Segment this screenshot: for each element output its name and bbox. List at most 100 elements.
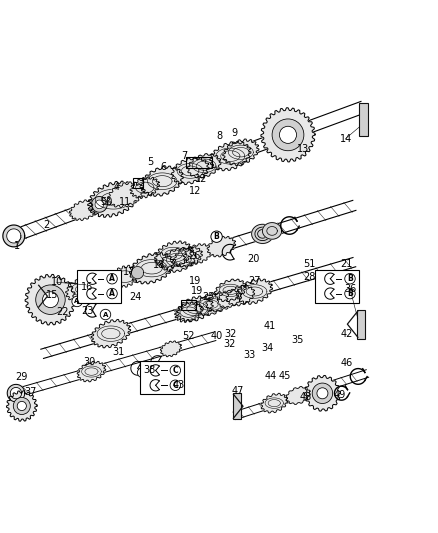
Polygon shape xyxy=(160,341,181,357)
Text: 31: 31 xyxy=(112,346,124,357)
Polygon shape xyxy=(77,361,106,382)
Circle shape xyxy=(36,285,65,314)
Text: 44: 44 xyxy=(265,370,277,381)
Polygon shape xyxy=(171,157,209,184)
Polygon shape xyxy=(95,200,104,209)
Polygon shape xyxy=(262,223,282,239)
Text: 34: 34 xyxy=(262,343,274,353)
Polygon shape xyxy=(91,319,131,348)
Circle shape xyxy=(107,273,117,284)
Text: 29: 29 xyxy=(15,373,28,382)
Polygon shape xyxy=(92,197,107,212)
Polygon shape xyxy=(195,293,227,316)
Circle shape xyxy=(279,126,297,143)
Text: 16: 16 xyxy=(81,281,93,292)
Bar xyxy=(359,103,368,135)
Circle shape xyxy=(211,231,222,243)
Polygon shape xyxy=(261,108,315,162)
Text: 28: 28 xyxy=(303,272,315,282)
Text: 38: 38 xyxy=(143,365,155,375)
Polygon shape xyxy=(131,266,144,279)
Circle shape xyxy=(312,383,332,403)
Text: 21: 21 xyxy=(341,259,353,269)
Circle shape xyxy=(170,380,180,391)
Polygon shape xyxy=(141,166,184,196)
Text: 15: 15 xyxy=(46,290,58,300)
Polygon shape xyxy=(25,274,76,325)
Polygon shape xyxy=(184,244,212,264)
Polygon shape xyxy=(88,181,139,217)
Polygon shape xyxy=(109,265,141,288)
Circle shape xyxy=(138,368,147,377)
Polygon shape xyxy=(130,177,159,198)
Circle shape xyxy=(157,362,167,372)
Polygon shape xyxy=(3,225,25,247)
Text: 20: 20 xyxy=(247,254,260,264)
Bar xyxy=(315,270,359,303)
Bar xyxy=(141,361,184,394)
Text: 30: 30 xyxy=(84,357,96,367)
Polygon shape xyxy=(215,279,246,302)
Bar xyxy=(133,179,144,188)
Text: 50: 50 xyxy=(100,197,112,207)
Text: 47: 47 xyxy=(231,386,244,396)
Polygon shape xyxy=(11,387,21,399)
Bar xyxy=(233,393,241,419)
Text: 7: 7 xyxy=(181,151,187,161)
Polygon shape xyxy=(286,386,310,405)
Circle shape xyxy=(272,119,304,151)
Bar xyxy=(186,157,212,168)
Text: 45: 45 xyxy=(279,371,291,381)
Text: 35: 35 xyxy=(291,335,304,345)
Polygon shape xyxy=(210,141,251,171)
Text: A: A xyxy=(109,274,115,283)
Text: 51: 51 xyxy=(303,259,315,269)
Polygon shape xyxy=(226,285,255,306)
Polygon shape xyxy=(66,277,102,302)
Text: 49: 49 xyxy=(333,390,346,400)
Text: 4: 4 xyxy=(113,182,120,192)
Polygon shape xyxy=(252,224,273,244)
Text: 17: 17 xyxy=(124,266,136,277)
Circle shape xyxy=(17,401,26,410)
Polygon shape xyxy=(261,393,288,413)
Text: 6: 6 xyxy=(160,163,166,172)
Text: C: C xyxy=(160,365,164,369)
Text: 36: 36 xyxy=(344,284,356,294)
Text: 33: 33 xyxy=(244,350,256,360)
Text: B: B xyxy=(347,289,353,298)
Bar xyxy=(181,300,196,310)
Circle shape xyxy=(170,365,180,376)
Text: 12: 12 xyxy=(195,174,208,184)
Text: 23: 23 xyxy=(81,305,93,316)
Circle shape xyxy=(100,309,111,320)
Text: 25: 25 xyxy=(202,292,215,302)
Text: 8: 8 xyxy=(216,131,223,141)
Text: A: A xyxy=(74,298,80,304)
Text: 19: 19 xyxy=(189,276,201,286)
Polygon shape xyxy=(107,182,144,207)
Text: 1: 1 xyxy=(14,241,20,251)
Text: 52: 52 xyxy=(183,332,195,341)
Text: 11: 11 xyxy=(119,197,131,207)
Text: C: C xyxy=(173,381,178,390)
Text: 26: 26 xyxy=(188,251,201,261)
Text: 48: 48 xyxy=(300,392,312,401)
Text: 24: 24 xyxy=(129,292,141,302)
Text: 40: 40 xyxy=(210,331,223,341)
Text: 43: 43 xyxy=(173,380,185,390)
Polygon shape xyxy=(304,375,340,411)
Text: 32: 32 xyxy=(225,329,237,339)
Polygon shape xyxy=(7,384,25,402)
Text: 42: 42 xyxy=(341,329,353,339)
Polygon shape xyxy=(177,296,213,322)
Text: 9: 9 xyxy=(232,128,238,139)
Polygon shape xyxy=(161,247,196,272)
Circle shape xyxy=(42,292,58,308)
Text: B: B xyxy=(214,232,219,241)
Polygon shape xyxy=(155,241,193,268)
Circle shape xyxy=(317,388,328,399)
Polygon shape xyxy=(7,229,21,243)
Text: A: A xyxy=(109,289,115,298)
Text: C: C xyxy=(140,370,145,375)
